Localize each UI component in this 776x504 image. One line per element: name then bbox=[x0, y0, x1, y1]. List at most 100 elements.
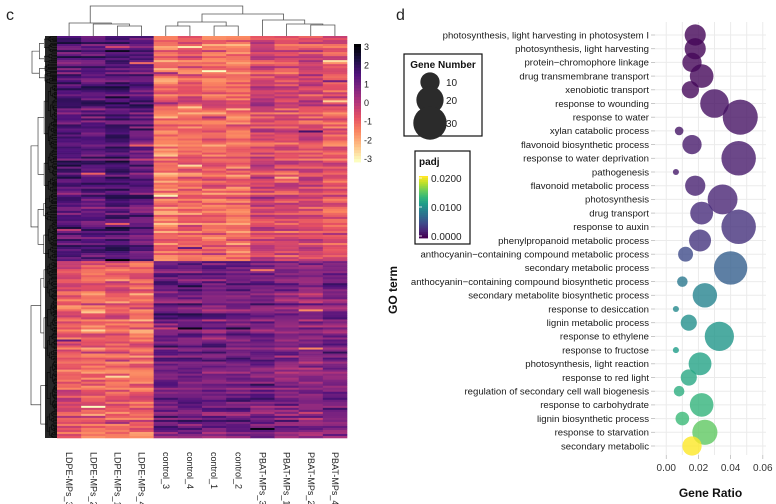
heatmap-cell bbox=[129, 90, 154, 93]
column-label: PBAT-MPs_3 bbox=[257, 452, 267, 504]
heatmap-cell bbox=[250, 347, 275, 350]
heatmap-cell bbox=[250, 359, 275, 362]
heatmap-cell bbox=[81, 345, 106, 348]
heatmap-cell bbox=[81, 110, 106, 113]
heatmap-cell bbox=[57, 212, 82, 216]
y-axis-title: GO term bbox=[386, 266, 400, 314]
heatmap-cell bbox=[322, 279, 348, 282]
padj-colorbar-segment bbox=[419, 235, 428, 239]
heatmap-cell bbox=[81, 259, 106, 262]
heatmap-cell bbox=[322, 224, 348, 228]
heatmap-cell bbox=[177, 216, 203, 220]
heatmap-cell bbox=[250, 52, 275, 55]
heatmap-cell bbox=[226, 196, 251, 200]
heatmap-cell bbox=[105, 102, 130, 105]
heatmap-cell bbox=[274, 249, 299, 252]
heatmap-cell bbox=[57, 377, 82, 381]
heatmap-cell bbox=[202, 218, 227, 222]
heatmap-cell bbox=[153, 339, 179, 342]
heatmap-cell bbox=[322, 136, 348, 139]
heatmap-cell bbox=[226, 200, 251, 204]
heatmap-cell bbox=[81, 313, 106, 316]
heatmap-cell bbox=[298, 283, 324, 286]
heatmap-cell bbox=[105, 321, 130, 324]
heatmap-cell bbox=[274, 196, 299, 200]
heatmap-cell bbox=[298, 230, 324, 234]
heatmap-cell bbox=[250, 299, 275, 302]
heatmap-cell bbox=[250, 391, 275, 395]
heatmap-cell bbox=[202, 154, 227, 157]
colorbar-segment bbox=[354, 73, 361, 77]
heatmap-cell bbox=[274, 385, 299, 389]
heatmap-cell bbox=[57, 257, 82, 260]
heatmap-cell bbox=[153, 74, 179, 77]
heatmap-cell bbox=[202, 403, 227, 407]
heatmap-cell bbox=[322, 265, 348, 268]
heatmap-cell bbox=[57, 435, 82, 439]
heatmap-cell bbox=[177, 339, 203, 342]
go-term-label: response to ethylene bbox=[560, 332, 649, 343]
heatmap-cell bbox=[226, 387, 251, 391]
heatmap-cell bbox=[202, 273, 227, 276]
heatmap-cell bbox=[105, 198, 130, 202]
heatmap-cell bbox=[250, 124, 275, 127]
heatmap-cell bbox=[81, 96, 106, 99]
heatmap-cell bbox=[322, 230, 348, 234]
heatmap-cell bbox=[298, 319, 324, 322]
go-term-label: flavonoid biosynthetic process bbox=[521, 140, 649, 151]
heatmap-cell bbox=[226, 381, 251, 385]
heatmap-cell bbox=[274, 216, 299, 220]
heatmap-cell bbox=[250, 425, 275, 429]
heatmap-cell bbox=[105, 212, 130, 216]
heatmap-cell bbox=[226, 124, 251, 127]
go-term-label: phenylpropanoid metabolic process bbox=[498, 236, 649, 247]
heatmap-cell bbox=[298, 359, 324, 362]
heatmap-cell bbox=[57, 329, 82, 332]
heatmap-cell bbox=[129, 263, 154, 266]
heatmap-cell bbox=[129, 148, 154, 151]
heatmap-cell bbox=[298, 261, 324, 264]
heatmap-cell bbox=[250, 295, 275, 298]
heatmap-cell bbox=[226, 409, 251, 413]
heatmap-cell bbox=[81, 369, 106, 372]
heatmap-cell bbox=[226, 425, 251, 429]
heatmap-cell bbox=[202, 395, 227, 399]
heatmap-cell bbox=[322, 200, 348, 204]
heatmap-cell bbox=[202, 317, 227, 320]
heatmap-cell bbox=[250, 427, 275, 431]
data-point bbox=[678, 246, 694, 262]
heatmap-cell bbox=[250, 361, 275, 364]
heatmap-cell bbox=[129, 64, 154, 67]
heatmap-cell bbox=[57, 108, 82, 111]
heatmap-cell bbox=[105, 202, 130, 206]
heatmap-cell bbox=[129, 166, 154, 169]
heatmap-cell bbox=[81, 271, 106, 274]
heatmap-cell bbox=[250, 144, 275, 147]
heatmap-cell bbox=[298, 285, 324, 288]
heatmap-cell bbox=[250, 369, 275, 372]
heatmap-cell bbox=[153, 54, 179, 57]
go-term-label: response to carbohydrate bbox=[540, 400, 649, 411]
heatmap-cell bbox=[129, 433, 154, 437]
heatmap-cell bbox=[226, 92, 251, 95]
heatmap-cell bbox=[153, 188, 179, 192]
heatmap-cell bbox=[81, 281, 106, 284]
heatmap-cell bbox=[105, 415, 130, 419]
heatmap-cell bbox=[57, 275, 82, 278]
heatmap-cell bbox=[129, 249, 154, 252]
heatmap-cell bbox=[129, 188, 154, 192]
heatmap-cell bbox=[129, 192, 154, 196]
heatmap-cell bbox=[105, 46, 130, 49]
heatmap-cell bbox=[202, 214, 227, 218]
heatmap-cell bbox=[57, 40, 82, 43]
heatmap-cell bbox=[57, 245, 82, 248]
heatmap-cell bbox=[105, 351, 130, 354]
heatmap-cell bbox=[202, 345, 227, 348]
heatmap-cell bbox=[177, 76, 203, 79]
heatmap-cell bbox=[129, 355, 154, 358]
heatmap-cell bbox=[274, 355, 299, 358]
heatmap-cell bbox=[153, 90, 179, 93]
heatmap-cell bbox=[81, 349, 106, 352]
heatmap-cell bbox=[250, 319, 275, 322]
heatmap-cell bbox=[177, 363, 203, 366]
